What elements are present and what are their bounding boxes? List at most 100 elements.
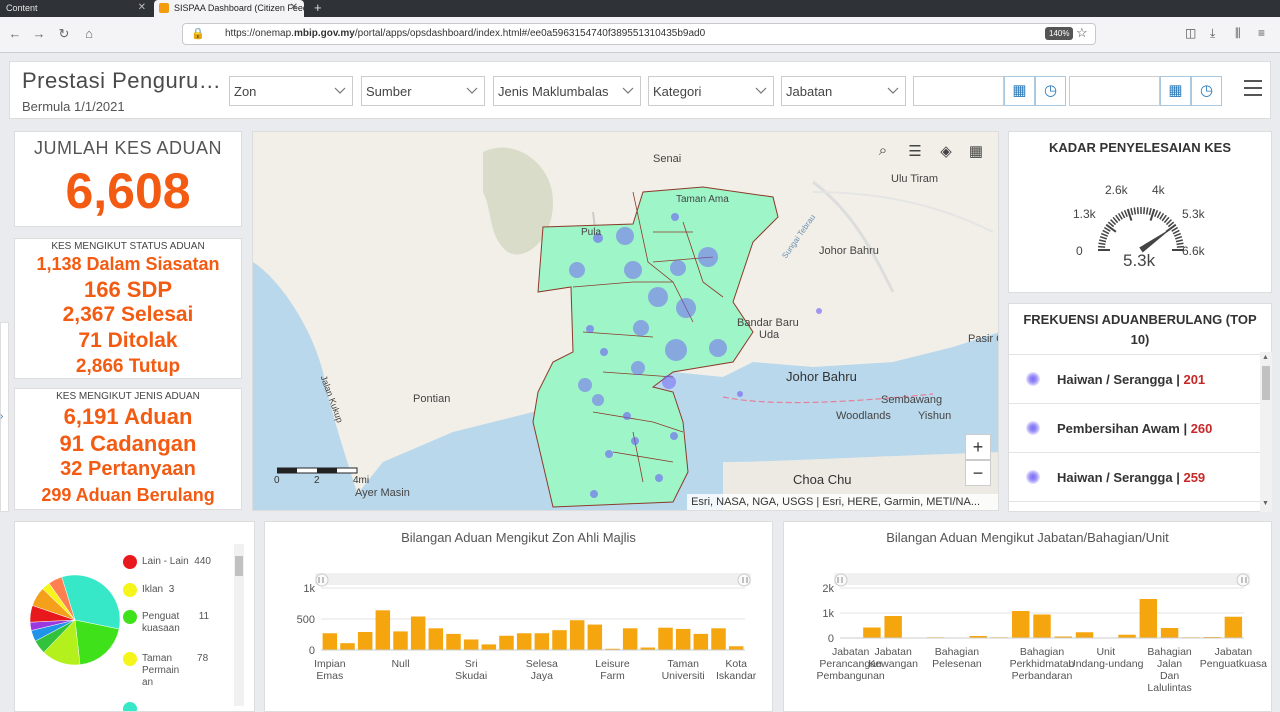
kategori-select[interactable]: Kategori (648, 76, 774, 106)
side-panel-handle[interactable]: › (0, 322, 9, 512)
search-icon[interactable]: ⌕ (878, 142, 888, 159)
x-tick-label: Sri (465, 658, 478, 670)
status-line: 1,138 Dalam Siasatan (36, 254, 220, 274)
range-slider-handle-end (737, 573, 751, 587)
complaint-type-title: KES MENGIKUT JENIS ADUAN (56, 391, 200, 402)
bar (640, 647, 656, 650)
list-item[interactable]: Haiwan / Serangga | 259 (1009, 452, 1261, 501)
chevron-down-icon (466, 87, 478, 94)
list-item[interactable]: Haiwan / Serangga | 201 (1009, 354, 1261, 403)
list-item[interactable] (1009, 501, 1261, 511)
scale-label: 2 (314, 475, 320, 486)
select-label: Sumber (366, 84, 412, 99)
bookmark-star-icon[interactable]: ☆ (1076, 25, 1088, 40)
browser-tab-dashboard[interactable]: SISPAA Dashboard (Citizen Feed ✕ (154, 0, 304, 17)
top10-panel: FREKUENSI ADUANBERULANG (TOP 10) Haiwan /… (1008, 303, 1272, 512)
sumber-select[interactable]: Sumber (361, 76, 485, 106)
favicon-icon (159, 3, 169, 13)
pie-slice (61, 574, 121, 630)
gauge-tick-label: 2.6k (1105, 183, 1128, 197)
calendar-icon[interactable]: ▦ (1160, 76, 1191, 106)
map-label-pulai: Pula (581, 227, 602, 238)
list-icon[interactable]: ☰ (908, 143, 922, 160)
total-cases-title: JUMLAH KES ADUAN (33, 138, 223, 158)
complaint-type-line: 91 Cadangan (59, 431, 197, 456)
zoom-out-button[interactable]: − (965, 460, 991, 486)
x-tick-label: Iskandar (716, 670, 757, 682)
gauge-tick (1103, 226, 1111, 232)
menu-icon[interactable]: ≡ (1258, 26, 1266, 40)
map-canvas[interactable] (253, 132, 999, 511)
close-icon[interactable]: ✕ (289, 2, 298, 13)
browser-navbar: ← → ↻ ⌂ 🔒 https://onemap.mbip.gov.my/por… (0, 17, 1280, 53)
map-label-woodlands: Woodlands (836, 410, 891, 422)
top10-scrollbar[interactable]: ▲ ▼ (1260, 352, 1272, 512)
map-panel[interactable]: Senai Ulu Tiram Johor Bahru Bandar Baru … (252, 131, 999, 511)
x-tick-label: Universiti (662, 670, 705, 682)
reload-icon[interactable]: ↻ (58, 26, 70, 41)
status-line: 166 SDP (83, 277, 173, 302)
bar (969, 636, 987, 638)
close-icon[interactable]: ✕ (137, 2, 146, 13)
clock-icon[interactable]: ◷ (1035, 76, 1066, 106)
gauge-tick (1149, 208, 1156, 221)
x-tick-label: Bahagian (1147, 646, 1192, 658)
x-tick-label: Jaya (531, 670, 553, 682)
map-label-yishun: Yishun (918, 410, 952, 422)
gauge-tick (1176, 245, 1184, 248)
x-tick-label: Skudai (455, 670, 487, 682)
bar (1054, 636, 1072, 638)
home-icon[interactable]: ⌂ (85, 26, 93, 41)
scroll-down-icon[interactable]: ▼ (1262, 500, 1269, 507)
bar (322, 633, 338, 650)
grid-icon[interactable]: ▦ (968, 143, 984, 160)
list-item-label: Haiwan / Serangga | 259 (1057, 470, 1206, 485)
status-line: 2,367 Selesai (62, 303, 194, 326)
status-line: 2,866 Tutup (75, 356, 181, 377)
gauge-needle (1139, 227, 1173, 253)
zone-bar-panel: Bilangan Aduan Mengikut Zon Ahli Majlis … (264, 521, 773, 712)
back-icon[interactable]: ← (8, 26, 22, 41)
range-slider-handle-start (834, 573, 848, 587)
browser-tab-content[interactable]: Content ✕ (0, 0, 152, 17)
jenis-maklumbalas-select[interactable]: Jenis Maklumbalas (493, 76, 641, 106)
chevron-right-icon: › (0, 411, 4, 422)
bar (1033, 614, 1051, 638)
gauge-tick (1110, 219, 1117, 226)
zon-select[interactable]: Zon (229, 76, 353, 106)
scrollbar-thumb[interactable] (235, 556, 243, 576)
legend-label: Iklan 3 (142, 584, 175, 595)
new-tab-icon[interactable]: + (314, 0, 322, 15)
download-icon[interactable]: ⤓ (1210, 26, 1216, 40)
bar (1075, 632, 1094, 638)
scroll-up-icon[interactable]: ▲ (1262, 354, 1269, 361)
hamburger-menu-icon[interactable] (1244, 80, 1262, 101)
scrollbar-thumb[interactable] (1262, 366, 1270, 400)
library-icon[interactable]: ⫼ (1235, 26, 1241, 40)
map-label-bandar-baru-uda: Uda (759, 329, 780, 341)
legend-label: Penguat 11 kuasaan (142, 611, 210, 634)
list-item[interactable]: Pembersihan Awam | 260 (1009, 403, 1261, 452)
start-date-input[interactable] (913, 76, 1004, 106)
zoom-level[interactable]: 140% (1045, 27, 1074, 40)
url-text: https://onemap.mbip.gov.my/portal/apps/o… (225, 28, 706, 39)
jabatan-select[interactable]: Jabatan (781, 76, 906, 106)
layers-icon[interactable]: ◈ (940, 143, 952, 160)
gauge-tick (1176, 242, 1184, 246)
forward-icon[interactable]: → (32, 26, 46, 41)
calendar-icon[interactable]: ▦ (1004, 76, 1035, 106)
pie-legend-scrollbar[interactable] (234, 544, 244, 706)
end-date-input[interactable] (1069, 76, 1160, 106)
legend-swatch (123, 652, 137, 666)
gauge-tick (1126, 208, 1133, 221)
legend-swatch (123, 610, 137, 624)
gauge-tick (1159, 212, 1165, 220)
clock-icon[interactable]: ◷ (1191, 76, 1222, 106)
address-bar[interactable]: 🔒 https://onemap.mbip.gov.my/portal/apps… (182, 23, 1096, 45)
list-item-label: Haiwan / Serangga | 201 (1057, 372, 1206, 387)
complaint-type-line: 299 Aduan Berulang (41, 485, 215, 505)
map-attribution[interactable]: Esri, NASA, NGA, USGS | Esri, HERE, Garm… (687, 494, 998, 510)
zoom-in-button[interactable]: + (965, 434, 991, 460)
pocket-icon[interactable]: ◫ (1185, 26, 1197, 40)
gauge-tick (1148, 208, 1152, 216)
